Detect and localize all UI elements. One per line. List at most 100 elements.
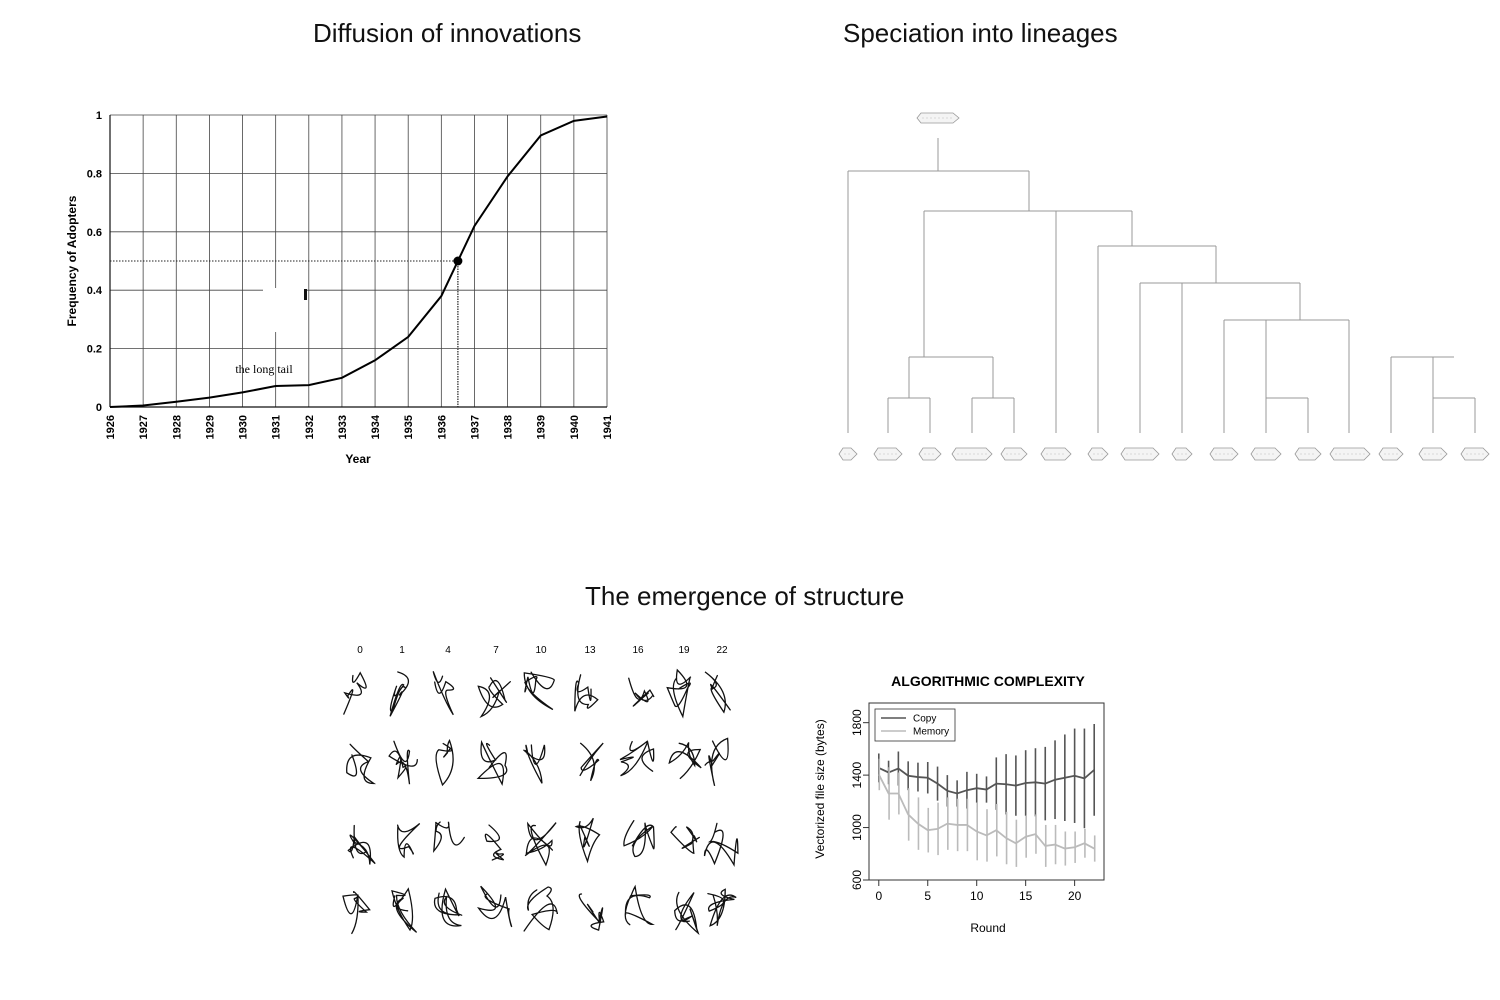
sketch-drawing xyxy=(574,674,599,712)
x-tick-label: 1939 xyxy=(536,415,548,439)
y-tick-label: 1 xyxy=(96,110,102,122)
y-axis-label: Frequency of Adopters xyxy=(65,195,79,326)
sketch-drawing xyxy=(523,886,558,932)
x-tick-label: 1941 xyxy=(602,415,614,439)
x-tick-label: 1929 xyxy=(204,415,216,439)
plot-frame xyxy=(868,702,1105,881)
series-line-copy xyxy=(878,767,1095,795)
y-tick-label: 0.2 xyxy=(87,344,102,356)
y-tick-label: 1000 xyxy=(850,814,864,841)
y-tick-label: 0.6 xyxy=(87,227,102,239)
x-tick-label: 1930 xyxy=(238,415,250,439)
sketch-drawing xyxy=(524,821,557,867)
round-label: 7 xyxy=(493,645,499,656)
sketch-drawing xyxy=(477,677,511,718)
round-label: 1 xyxy=(399,645,405,656)
sketch-drawing xyxy=(391,887,418,933)
chart-title: ALGORITHMIC COMPLEXITY xyxy=(891,673,1085,689)
sketch-drawing xyxy=(523,744,546,784)
half-adoption-point xyxy=(453,256,463,266)
x-tick-label: 1926 xyxy=(105,415,117,439)
sketch-drawing xyxy=(628,677,655,707)
sketch-drawing xyxy=(396,823,421,859)
x-axis-label: Round xyxy=(970,921,1005,935)
x-tick-label: 1938 xyxy=(503,415,515,439)
sketch-drawing xyxy=(484,824,505,861)
sketch-drawing xyxy=(703,822,739,867)
y-tick-label: 0.8 xyxy=(87,168,102,180)
round-label: 0 xyxy=(357,645,363,656)
x-tick-label: 1937 xyxy=(469,415,481,439)
legend-box xyxy=(874,708,956,742)
sketch-drawing xyxy=(432,671,455,716)
round-label: 22 xyxy=(716,645,728,656)
round-label: 4 xyxy=(445,645,451,656)
adoption-curve xyxy=(109,115,608,408)
sketch-drawing xyxy=(477,885,513,928)
sketch-drawing xyxy=(342,891,371,935)
legend-label: Copy xyxy=(913,714,936,725)
sketch-drawing xyxy=(704,671,731,714)
sketch-drawing xyxy=(707,888,737,927)
sketch-drawing xyxy=(347,824,376,865)
leaf-artifact-icon xyxy=(951,447,993,461)
series-line-memory xyxy=(877,774,1095,850)
diffusion-title: Diffusion of innovations xyxy=(313,18,582,48)
speciation-title: Speciation into lineages xyxy=(843,18,1118,48)
y-tick-label: 1800 xyxy=(850,709,864,736)
x-tick-label: 1932 xyxy=(304,415,316,439)
y-tick-label: 1400 xyxy=(850,761,864,788)
x-tick-label: 10 xyxy=(970,889,984,903)
leaf-artifact-icon xyxy=(1329,447,1371,461)
x-tick-label: 5 xyxy=(924,889,931,903)
sketch-drawing xyxy=(343,671,367,715)
x-tick-label: 15 xyxy=(1019,889,1033,903)
x-tick-label: 20 xyxy=(1068,889,1082,903)
sketch-drawing xyxy=(619,739,655,777)
sketch-drawing xyxy=(624,884,655,926)
sketch-drawing xyxy=(476,739,508,787)
sketch-drawing xyxy=(623,820,655,858)
y-axis-label: Vectorized file size (bytes) xyxy=(813,719,827,858)
leaf-artifact-icon xyxy=(1378,447,1404,461)
x-tick-label: 1928 xyxy=(171,415,183,439)
x-tick-label: 1940 xyxy=(569,415,581,439)
x-tick-label: 1933 xyxy=(337,415,349,439)
marker-bar xyxy=(304,289,307,300)
sketch-drawing xyxy=(579,742,604,782)
structure-title: The emergence of structure xyxy=(585,581,905,611)
sketch-drawing xyxy=(666,668,692,719)
sketch-drawing xyxy=(389,671,410,717)
sketch-drawing xyxy=(574,817,601,864)
sketch-drawing xyxy=(704,737,729,787)
y-tick-label: 600 xyxy=(850,870,864,890)
round-label: 13 xyxy=(584,645,596,656)
sketch-drawing xyxy=(433,887,463,927)
y-tick-label: 0 xyxy=(96,402,102,414)
round-label: 19 xyxy=(678,645,690,656)
sketch-drawing xyxy=(432,821,465,854)
x-axis-label: Year xyxy=(345,452,371,466)
x-tick-label: 1936 xyxy=(436,415,448,439)
x-tick-label: 1935 xyxy=(403,415,415,439)
sketch-drawing xyxy=(578,893,605,931)
x-tick-label: 1931 xyxy=(271,415,283,439)
legend-label: Memory xyxy=(913,727,949,738)
round-label: 10 xyxy=(535,645,547,656)
x-tick-label: 1927 xyxy=(138,415,150,439)
y-tick-label: 0.4 xyxy=(87,285,103,297)
annotation-long-tail: the long tail xyxy=(235,362,293,376)
sketch-drawing xyxy=(523,671,555,711)
sketch-drawing xyxy=(668,742,702,780)
x-tick-label: 1934 xyxy=(370,414,382,439)
sketch-drawing xyxy=(388,740,418,785)
sketch-drawing xyxy=(435,738,454,787)
sketch-drawing xyxy=(674,891,700,936)
sketch-drawing xyxy=(670,826,700,855)
sketch-drawing xyxy=(346,743,377,785)
blank-box xyxy=(263,288,307,332)
